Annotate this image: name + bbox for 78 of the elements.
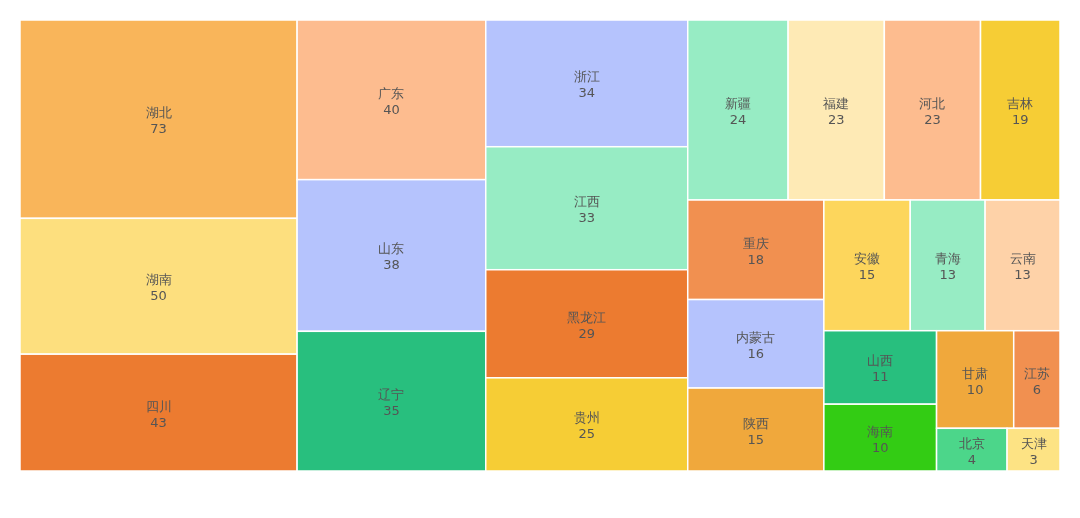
cell: 黑龙江 29	[485, 269, 689, 379]
cell: 辽宁 35	[296, 330, 487, 472]
category-label: 安徽	[854, 251, 881, 267]
category-label: 浙江	[573, 69, 600, 85]
cell: 新疆 24	[687, 19, 789, 201]
data-label: 43	[150, 414, 167, 430]
data-label: 6	[1032, 381, 1041, 397]
data-label: 10	[871, 439, 889, 455]
cell: 甘肃 10	[935, 329, 1015, 430]
cell: 陕西 15	[687, 387, 825, 472]
cell: 湖南 50	[19, 217, 298, 355]
data-label: 16	[747, 345, 765, 361]
cell: 内蒙古 16	[687, 298, 825, 389]
category-label: 江西	[573, 194, 600, 210]
category-label: 黑龙江	[567, 309, 607, 325]
data-label: 3	[1029, 451, 1038, 467]
data-label: 40	[383, 101, 400, 117]
category-label: 山东	[378, 241, 405, 257]
cell: 福建 23	[787, 19, 886, 201]
data-label: 4	[967, 451, 976, 467]
cell: 河北 23	[883, 19, 982, 201]
cell: 湖北 73	[19, 19, 298, 220]
data-label: 15	[858, 267, 876, 283]
category-label: 新疆	[724, 96, 751, 111]
cell: 天津 3	[1006, 427, 1061, 472]
category-label: 辽宁	[378, 387, 405, 403]
cell: 四川 43	[19, 353, 298, 472]
data-label: 34	[578, 85, 596, 101]
category-label: 河北	[919, 96, 946, 111]
data-label: 25	[578, 426, 596, 442]
cell: 云南 13	[984, 199, 1061, 332]
category-label: 北京	[958, 435, 985, 451]
cell: 浙江 34	[485, 19, 689, 148]
category-label: 陕西	[742, 415, 769, 431]
category-label: 青海	[934, 251, 961, 267]
cell: 青海 13	[909, 199, 986, 332]
cell: 安徽 15	[823, 199, 911, 332]
data-label: 73	[150, 121, 167, 137]
cell: 山东 38	[296, 178, 487, 333]
category-label: 湖北	[145, 105, 172, 121]
data-label: 35	[383, 403, 400, 419]
data-label: 10	[966, 381, 984, 397]
category-label: 贵州	[573, 410, 600, 426]
category-label: 云南	[1009, 251, 1036, 267]
data-label: 11	[871, 369, 889, 385]
data-label: 23	[924, 112, 941, 127]
data-label: 29	[578, 325, 596, 341]
category-label: 海南	[867, 423, 894, 439]
category-label: 四川	[145, 398, 172, 414]
category-label: 湖南	[145, 272, 172, 288]
cell: 海南 10	[823, 403, 938, 472]
category-label: 江苏	[1023, 365, 1050, 381]
data-label: 13	[1014, 267, 1031, 283]
cell: 吉林 19	[979, 19, 1061, 201]
category-label: 吉林	[1007, 96, 1034, 111]
cell: 北京 4	[935, 427, 1008, 472]
data-label: 23	[827, 112, 845, 127]
data-label: 38	[383, 257, 400, 273]
data-label: 50	[150, 288, 167, 304]
category-label: 广东	[378, 85, 405, 101]
category-label: 福建	[823, 96, 850, 111]
cell: 江西 33	[485, 146, 689, 271]
data-label: 13	[939, 267, 956, 283]
category-label: 山西	[867, 353, 894, 369]
category-label: 内蒙古	[736, 329, 776, 345]
cell: 山西 11	[823, 329, 938, 405]
category-label: 重庆	[742, 235, 769, 251]
cell: 贵州 25	[485, 377, 689, 472]
data-label: 19	[1011, 112, 1029, 127]
data-label: 24	[729, 112, 747, 127]
data-label: 15	[747, 431, 765, 447]
data-label: 18	[747, 251, 765, 267]
category-label: 天津	[1020, 435, 1047, 451]
category-label: 甘肃	[962, 365, 989, 381]
cell: 广东 40	[296, 19, 487, 181]
cell: 江苏 6	[1012, 329, 1061, 430]
cell: 重庆 18	[687, 199, 825, 301]
data-label: 33	[578, 210, 596, 226]
